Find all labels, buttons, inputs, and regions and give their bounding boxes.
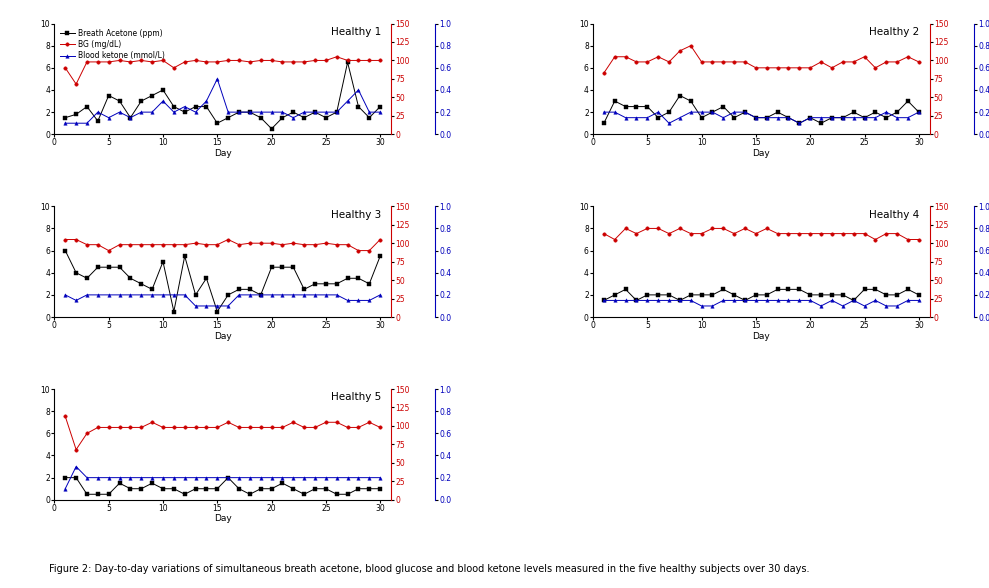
- X-axis label: Day: Day: [753, 332, 770, 340]
- Legend: Breath Acetone (ppm), BG (mg/dL), Blood ketone (mmol/L): Breath Acetone (ppm), BG (mg/dL), Blood …: [58, 27, 166, 62]
- Text: Healthy 3: Healthy 3: [330, 209, 381, 219]
- Text: Figure 2: Day-to-day variations of simultaneous breath acetone, blood glucose an: Figure 2: Day-to-day variations of simul…: [49, 564, 810, 574]
- X-axis label: Day: Day: [214, 514, 231, 523]
- Text: Healthy 5: Healthy 5: [330, 392, 381, 402]
- Text: Healthy 1: Healthy 1: [330, 27, 381, 37]
- Text: Healthy 2: Healthy 2: [869, 27, 920, 37]
- X-axis label: Day: Day: [214, 332, 231, 340]
- X-axis label: Day: Day: [214, 149, 231, 158]
- X-axis label: Day: Day: [753, 149, 770, 158]
- Text: Healthy 4: Healthy 4: [869, 209, 920, 219]
